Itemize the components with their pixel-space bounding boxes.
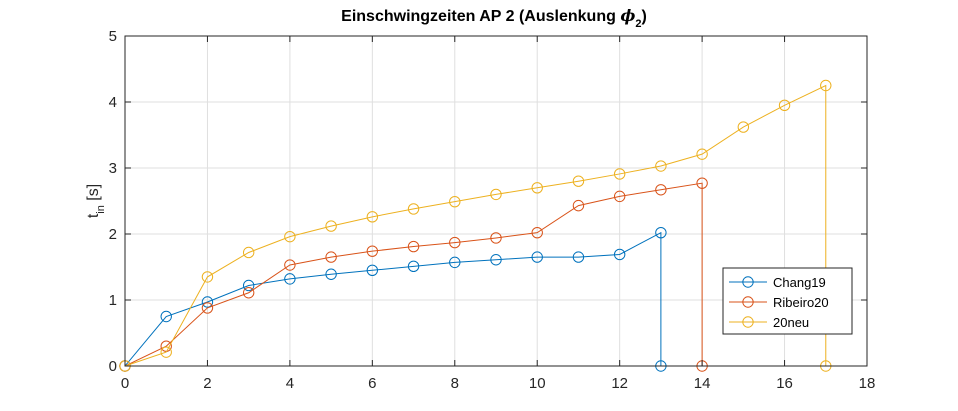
data-point [449,195,461,208]
data-point [407,203,420,215]
data-point [613,190,626,203]
data-point [572,251,585,263]
data-point [366,245,379,257]
data-point [572,199,585,212]
legend-label: Ribeiro20 [773,295,829,310]
legend-marker [742,276,754,288]
y-tick-label: 4 [109,94,117,111]
legend-item-Ribeiro20: Ribeiro20 [729,295,829,310]
data-point [613,248,626,261]
y-axis-title-symbol: t [85,213,102,218]
data-point [490,232,502,244]
legend-label: Chang19 [773,275,826,290]
data-point [531,182,543,194]
x-tick-label: 10 [529,375,546,392]
data-point [242,287,255,299]
data-point [284,259,296,271]
series-line [124,182,703,367]
y-tick-label: 2 [109,226,117,243]
data-point [325,268,337,280]
chart-title-close: ) [642,8,647,25]
data-point [449,256,461,269]
chart-title-subscript: 2 [635,18,641,30]
axes-box [124,35,868,367]
data-point [655,226,667,239]
x-tick-label: 14 [694,375,711,392]
x-tick-label: 8 [451,375,459,392]
x-tick-label: 18 [859,375,876,392]
data-point [160,310,172,323]
y-axis-title: tin [s] [85,184,107,218]
data-point [490,188,502,201]
series-line [124,84,827,367]
data-point [325,220,337,232]
legend-label: 20neu [773,315,809,330]
data-point [449,236,461,249]
x-tick-label: 16 [776,375,793,392]
axes [124,35,868,367]
x-tick-label: 2 [203,375,211,392]
series-layer [119,79,832,372]
data-point [737,121,750,133]
data-point [572,175,585,187]
x-tick-label: 6 [368,375,376,392]
chart-title-symbol: ϕ [620,6,635,25]
series-20neu [119,79,832,372]
data-point [778,99,791,112]
data-point [696,148,708,160]
data-point [242,279,255,292]
data-point [655,184,667,196]
x-tick-label: 12 [611,375,628,392]
legend: Chang19 Ribeiro20 20neu [722,267,853,335]
data-point [201,296,214,308]
data-point [531,251,543,263]
data-point [284,273,296,285]
data-point [242,246,255,259]
y-tick-label: 3 [109,160,117,177]
data-point [613,168,626,180]
data-point [325,251,337,263]
y-tick-label: 0 [109,358,117,375]
data-point [201,302,214,314]
data-point [490,254,502,266]
chart-title: Einschwingzeiten AP 2 (Auslenkung ϕ2) [341,6,647,30]
data-point [407,260,420,273]
series-Chang19 [119,226,667,372]
data-point [820,79,832,92]
data-point [284,230,296,243]
chart-title-main: Einschwingzeiten AP 2 (Auslenkung [341,8,620,25]
data-point [696,177,708,189]
data-point [366,211,379,223]
y-axis-title-subscript: in [95,205,107,214]
legend-box [722,267,853,335]
data-point [366,264,379,276]
legend-item-Chang19: Chang19 [729,275,826,290]
data-point [655,160,667,172]
legend-item-20neu: 20neu [729,315,809,330]
x-tick-label: 4 [286,375,294,392]
data-point [201,271,214,283]
data-point [531,226,543,239]
y-tick-label: 5 [109,28,117,45]
y-tick-label: 1 [109,292,117,309]
x-tick-label: 0 [121,375,129,392]
legend-marker [742,316,754,328]
y-axis-title-unit: [s] [85,184,102,205]
series-line [124,231,662,367]
data-point [160,346,172,358]
data-point [407,240,420,253]
legend-marker [742,296,754,308]
